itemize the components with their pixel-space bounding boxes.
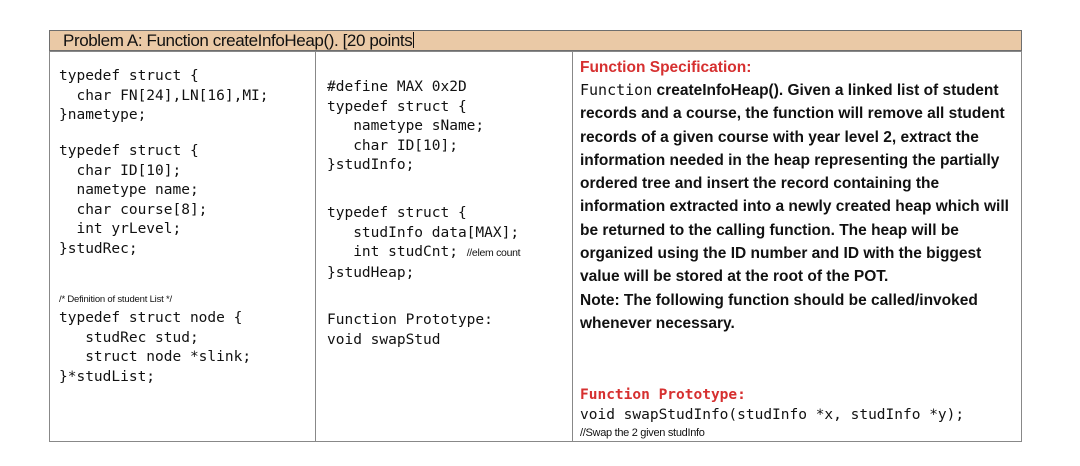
spec-paragraph: Function createInfoHeap(). Given a linke… (580, 79, 1013, 289)
prototype-heading: Function Prototype: (580, 387, 746, 403)
spec-function-word: Function (580, 81, 653, 99)
problem-table: typedef struct { char FN[24],LN[16],MI; … (49, 51, 1022, 442)
text-cursor (413, 32, 415, 48)
spec-text: createInfoHeap(). Given a linked list of… (580, 82, 1009, 286)
studheap-code: typedef struct { studInfo data[MAX]; int… (327, 205, 521, 281)
studheap-close: }studHeap; (327, 264, 415, 281)
problem-title: Problem A: Function createInfoHeap(). [2… (49, 30, 1022, 51)
specification-block: Function Specification: Function createI… (580, 58, 1013, 335)
column-specification: Function Specification: Function createI… (572, 52, 1021, 441)
spec-heading: Function Specification: (580, 59, 752, 76)
student-list-comment: /* Definition of student List */ (59, 294, 172, 305)
column-heap-definitions: #define MAX 0x2D typedef struct { namety… (315, 52, 573, 441)
studcnt-line: int studCnt; //elem count (327, 244, 521, 260)
swap-comment: //Swap the 2 given studInfo (580, 427, 705, 439)
studrec-code: typedef struct { char ID[10]; nametype n… (59, 143, 208, 257)
swapstud-prototype: Function Prototype: void swapStud (327, 312, 493, 348)
nametype-code: typedef struct { char FN[24],LN[16],MI; … (59, 68, 269, 123)
elem-count-comment: //elem count (466, 247, 521, 259)
studlist-code: typedef struct node { studRec stud; stru… (59, 310, 252, 385)
spec-note: Note: The following function should be c… (580, 291, 978, 332)
studinfo-code: #define MAX 0x2D typedef struct { namety… (327, 79, 485, 173)
studlist-block: /* Definition of student List */ typedef… (59, 290, 251, 387)
column-type-definitions: typedef struct { char FN[24],LN[16],MI; … (50, 52, 316, 441)
swapstudinfo-prototype: void swapStudInfo(studInfo *x, studInfo … (580, 407, 965, 423)
problem-title-text: Problem A: Function createInfoHeap(). [2… (63, 31, 413, 50)
